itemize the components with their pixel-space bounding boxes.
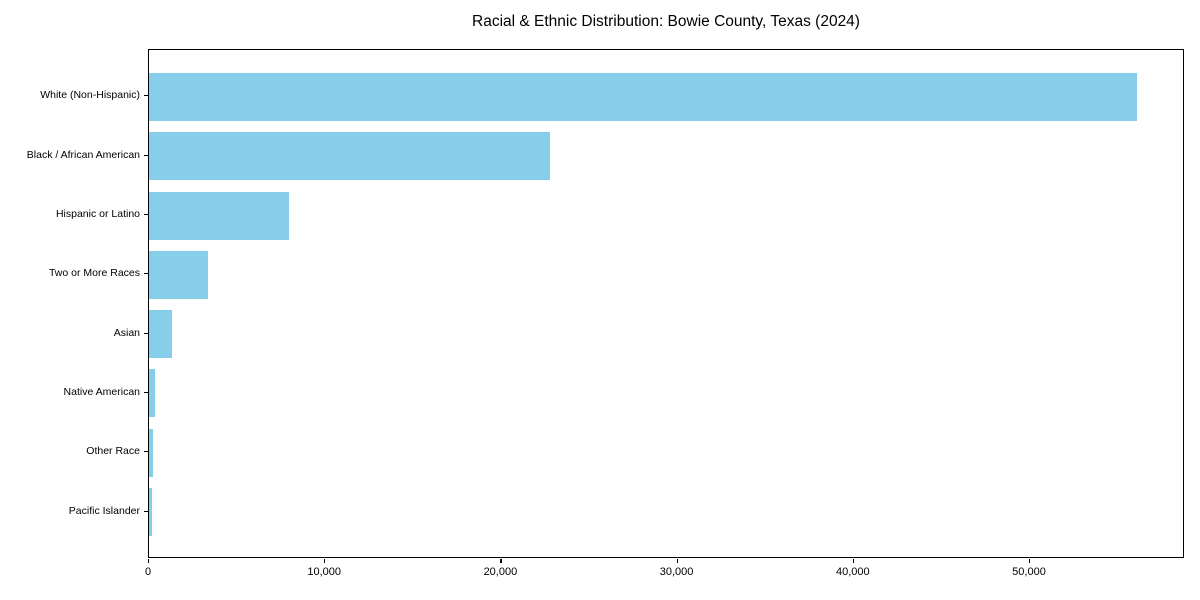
- y-tick-mark: [144, 273, 148, 275]
- bar-asian: [149, 310, 173, 359]
- y-tick-mark: [144, 213, 148, 216]
- x-tick-mark: [148, 559, 150, 563]
- x-tick-label: 0: [144, 566, 152, 578]
- y-tick-mark: [144, 332, 148, 334]
- y-label-native-american: Native American: [63, 385, 140, 398]
- chart-title: Racial & Ethnic Distribution: Bowie Coun…: [472, 13, 860, 30]
- y-label-white-non-hispanic: White (Non-Hispanic): [40, 89, 140, 102]
- y-label-other-race: Other Race: [86, 445, 140, 458]
- y-tick-mark: [144, 391, 148, 394]
- bar-native-american: [149, 369, 155, 418]
- y-label-hispanic-or-latino: Hispanic or Latino: [55, 208, 140, 221]
- x-tick-label: 10,000: [307, 566, 342, 578]
- y-label-black-african-american: Black / African American: [26, 148, 140, 161]
- x-tick-mark: [676, 559, 678, 563]
- x-axis-ticks: 0 10,000 20,000 30,000 40,000 50,000: [144, 558, 1184, 588]
- bar-black-african-american: [149, 132, 550, 181]
- y-tick-mark: [144, 154, 148, 156]
- y-tick-mark: [144, 510, 148, 512]
- bar-pacific-islander: [149, 488, 152, 537]
- bar-hispanic-or-latino: [149, 191, 290, 240]
- x-tick-label: 40,000: [835, 566, 870, 578]
- y-tick-mark: [144, 451, 148, 453]
- y-label-asian: Asian: [113, 326, 140, 339]
- bar-two-or-more-races: [149, 250, 209, 299]
- plot-area: [148, 49, 1184, 558]
- bar-white-non-hispanic: [149, 72, 1138, 121]
- bar-other-race: [149, 428, 154, 477]
- y-label-two-or-more-races: Two or More Races: [48, 267, 140, 280]
- x-tick-label: 50,000: [1012, 566, 1046, 578]
- x-tick-mark: [852, 559, 854, 563]
- x-tick-label: 30,000: [659, 566, 694, 578]
- y-label-pacific-islander: Pacific Islander: [68, 504, 140, 517]
- y-axis-labels: White (Non-Hispanic) Black / African Amer…: [0, 49, 140, 558]
- y-tick-mark: [144, 95, 148, 97]
- x-tick-mark: [324, 559, 326, 563]
- x-tick-label: 20,000: [483, 566, 518, 578]
- x-tick-mark: [500, 559, 502, 563]
- x-tick-mark: [1029, 559, 1031, 563]
